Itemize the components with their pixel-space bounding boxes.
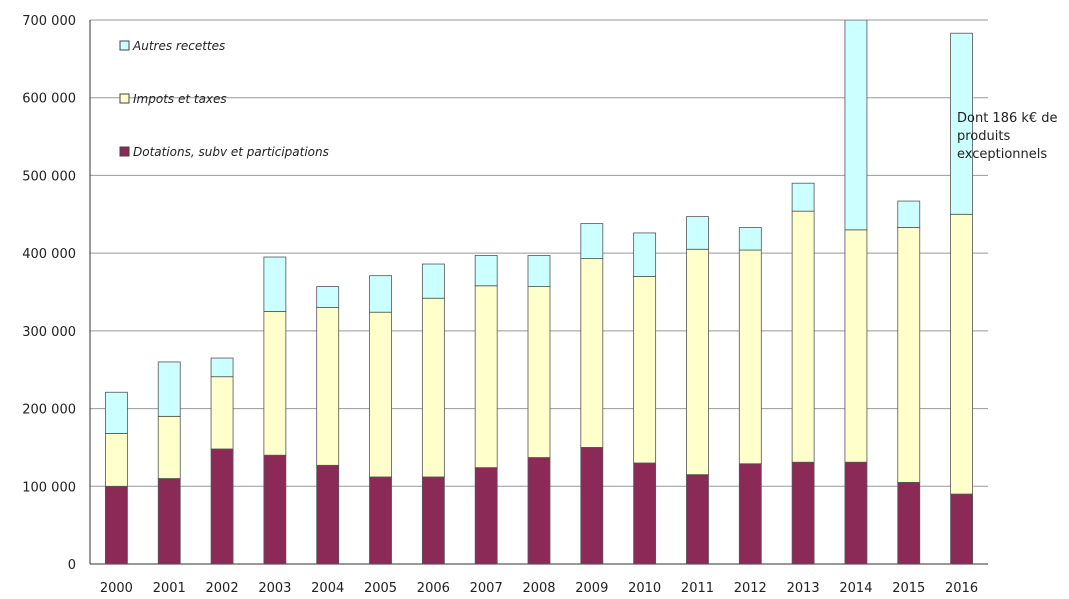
bar-segment-2003-s2 xyxy=(263,256,287,312)
x-tick-label: 2002 xyxy=(206,581,239,596)
bar-segment-2008-s2 xyxy=(527,255,551,287)
bar-segment-2010-s1 xyxy=(633,276,657,464)
bar-segment-2006-s0 xyxy=(421,476,445,564)
bar-segment-2012-s1 xyxy=(738,249,762,465)
bar-segment-2013-s0 xyxy=(791,461,815,564)
bar-segment-2006-s2 xyxy=(421,263,445,299)
bar-segment-2009-s2 xyxy=(580,223,604,259)
bar-segment-2000-s0 xyxy=(105,485,128,564)
legend-label-autres-recettes: Autres recettes xyxy=(132,39,225,53)
bar-segment-2003-s0 xyxy=(263,454,287,564)
bar-segment-2014-s1 xyxy=(844,229,868,463)
legend-swatch-autres-recettes xyxy=(119,40,130,51)
bar-segment-2011-s0 xyxy=(686,474,709,564)
bar-segment-2002-s2 xyxy=(210,357,234,378)
bar-segment-2007-s2 xyxy=(474,255,498,287)
bar-segment-2013-s2 xyxy=(791,182,815,212)
bar-segment-2001-s0 xyxy=(157,478,181,564)
y-tick-label: 500 000 xyxy=(22,169,76,184)
bar-segment-2016-s2 xyxy=(950,32,973,215)
bar-segment-2012-s2 xyxy=(738,227,762,251)
x-tick-label: 2008 xyxy=(522,581,555,596)
annotation-line-3: exceptionnels xyxy=(957,147,1047,162)
bars xyxy=(105,20,973,564)
x-tick-label: 2012 xyxy=(734,581,767,596)
bar-segment-2002-s0 xyxy=(210,448,234,564)
annotation: Dont 186 k€ de produits exceptionnels xyxy=(957,111,1058,162)
x-tick-label: 2004 xyxy=(311,581,344,596)
annotation-line-2: produits xyxy=(957,129,1010,144)
bar-segment-2005-s0 xyxy=(369,476,392,564)
bar-segment-2007-s0 xyxy=(474,467,498,564)
y-tick-label: 700 000 xyxy=(22,14,76,29)
gridlines xyxy=(89,19,988,565)
legend-swatch-impots-et-taxes xyxy=(119,93,130,104)
x-tick-label: 2003 xyxy=(258,581,291,596)
bar-segment-2008-s0 xyxy=(527,457,551,564)
bar-segment-2011-s2 xyxy=(686,216,709,250)
y-tick-label: 100 000 xyxy=(22,480,76,495)
bar-segment-2010-s2 xyxy=(633,232,657,277)
bar-segment-2000-s1 xyxy=(105,433,128,487)
legend: Autres recettes Impots et taxes Dotation… xyxy=(119,39,329,159)
bar-segment-2009-s1 xyxy=(580,258,604,448)
legend-label-dotations: Dotations, subv et participations xyxy=(133,145,329,159)
x-tick-label: 2014 xyxy=(839,581,872,596)
bar-segment-2009-s0 xyxy=(580,447,604,564)
bar-segment-2005-s1 xyxy=(369,311,392,478)
x-tick-label: 2009 xyxy=(575,581,608,596)
y-tick-label: 300 000 xyxy=(22,325,76,340)
x-axis-ticks: 2000 2001 2002 2003 2004 2005 2006 2007 2008 2009… xyxy=(100,581,978,596)
y-tick-label: 200 000 xyxy=(22,403,76,418)
legend-label-impots-et-taxes: Impots et taxes xyxy=(133,92,227,106)
x-tick-label: 2005 xyxy=(364,581,397,596)
x-tick-label: 2010 xyxy=(628,581,661,596)
x-tick-label: 2013 xyxy=(787,581,820,596)
bar-segment-2004-s2 xyxy=(316,286,340,308)
bar-segment-2004-s0 xyxy=(316,464,340,564)
x-tick-label: 2015 xyxy=(892,581,925,596)
x-tick-label: 2001 xyxy=(153,581,186,596)
legend-swatch-dotations xyxy=(119,146,130,157)
bar-segment-2000-s2 xyxy=(105,391,128,434)
bar-segment-2001-s1 xyxy=(157,415,181,479)
x-tick-label: 2016 xyxy=(945,581,978,596)
bar-segment-2015-s2 xyxy=(897,200,921,228)
y-tick-label: 0 xyxy=(68,558,76,573)
bar-segment-2014-s0 xyxy=(844,461,868,564)
bar-segment-2003-s1 xyxy=(263,311,287,456)
bar-segment-2002-s1 xyxy=(210,376,234,450)
bar-segment-2013-s1 xyxy=(791,210,815,463)
bar-segment-2008-s1 xyxy=(527,286,551,458)
bar-segment-2016-s1 xyxy=(950,213,973,495)
bar-segment-2014-s2 xyxy=(844,20,868,231)
bar-segment-2004-s1 xyxy=(316,307,340,466)
bar-segment-2006-s1 xyxy=(421,297,445,478)
bar-segment-2005-s2 xyxy=(369,275,392,313)
x-tick-label: 2007 xyxy=(470,581,503,596)
bar-segment-2015-s0 xyxy=(897,481,921,564)
annotation-line-1: Dont 186 k€ de xyxy=(957,111,1058,126)
y-tick-label: 400 000 xyxy=(22,247,76,262)
bar-segment-2016-s0 xyxy=(950,493,973,564)
y-tick-label: 600 000 xyxy=(22,92,76,107)
bar-segment-2011-s1 xyxy=(686,248,709,476)
x-tick-label: 2000 xyxy=(100,581,133,596)
bar-segment-2007-s1 xyxy=(474,285,498,469)
bar-segment-2010-s0 xyxy=(633,462,657,564)
y-axis-ticks: 0 100 000 200 000 300 000 400 000 500 000 600 … xyxy=(22,14,76,573)
bar-segment-2001-s2 xyxy=(157,361,181,417)
bar-segment-2012-s0 xyxy=(738,463,762,564)
x-tick-label: 2011 xyxy=(681,581,714,596)
bar-segment-2015-s1 xyxy=(897,227,921,483)
x-tick-label: 2006 xyxy=(417,581,450,596)
